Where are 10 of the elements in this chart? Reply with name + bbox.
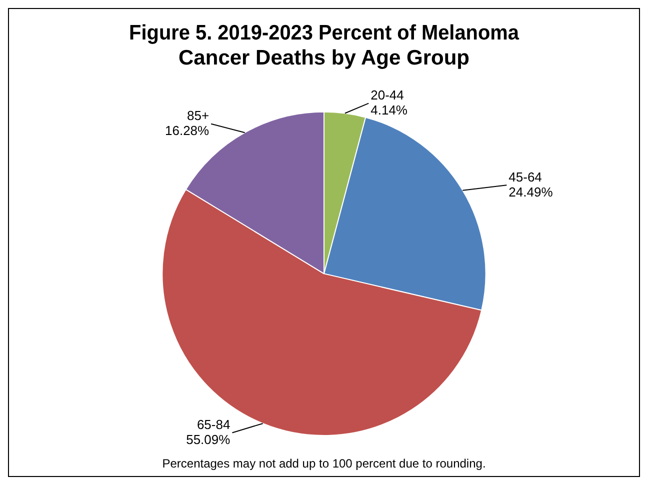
slice-label: 85+ <box>187 108 210 123</box>
data-label: 16.28% <box>165 122 210 138</box>
data-label: 55.09% <box>186 432 231 447</box>
slice-label: 20-44 <box>370 87 404 102</box>
data-label: 24.49% <box>508 184 554 200</box>
slice-label: 45-64 <box>508 169 542 184</box>
data-label: 4.14% <box>370 102 408 118</box>
slice-label: 65-84 <box>196 416 230 432</box>
chart-title: Figure 5. 2019-2023 Percent of Melanoma Cancer Deaths by Age Group <box>129 20 520 70</box>
text: Percentages may not add up to 100 percent due to rounding. <box>162 456 486 470</box>
